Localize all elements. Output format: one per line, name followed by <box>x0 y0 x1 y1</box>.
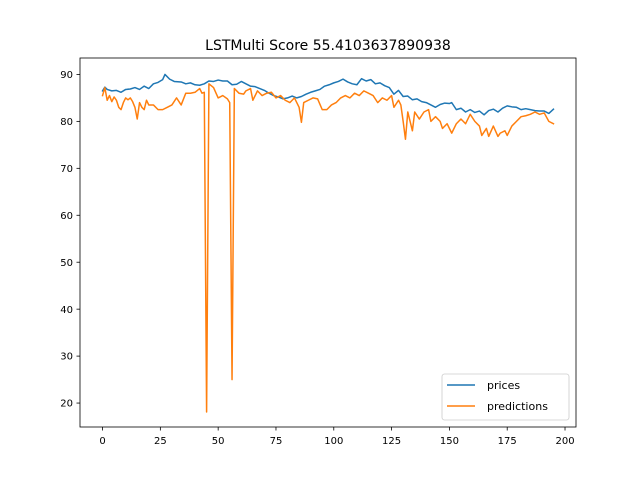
series-line-predictions <box>101 83 555 413</box>
x-tick-label: 100 <box>324 436 343 447</box>
x-tick-label: 175 <box>498 436 517 447</box>
legend: prices predictions <box>441 373 570 421</box>
x-tick-label: 125 <box>382 436 401 447</box>
y-tick-label: 70 <box>60 164 73 175</box>
x-tick-label: 25 <box>154 436 167 447</box>
legend-label-predictions: predictions <box>487 400 548 413</box>
y-tick-label: 90 <box>60 70 73 81</box>
y-tick-label: 30 <box>60 352 73 363</box>
y-tick-label: 60 <box>60 211 73 222</box>
series-layer <box>101 73 555 413</box>
y-tick-label: 20 <box>60 399 73 410</box>
y-tick-label: 80 <box>60 117 73 128</box>
plot-frame <box>79 57 577 428</box>
x-tick-label: 50 <box>212 436 225 447</box>
axes: 0 25 50 75 100 125 150 175 200 20 30 40 50 60 70 80 90 <box>60 57 577 447</box>
y-tick-label: 50 <box>60 258 73 269</box>
y-tick-label: 40 <box>60 305 73 316</box>
chart-title: LSTMulti Score 55.4103637890938 <box>205 38 451 54</box>
legend-label-prices: prices <box>487 379 520 392</box>
series-line-prices <box>101 73 555 116</box>
x-tick-label: 75 <box>270 436 283 447</box>
x-tick-label: 0 <box>99 436 105 447</box>
x-tick-label: 150 <box>440 436 459 447</box>
x-tick-label: 200 <box>555 436 574 447</box>
